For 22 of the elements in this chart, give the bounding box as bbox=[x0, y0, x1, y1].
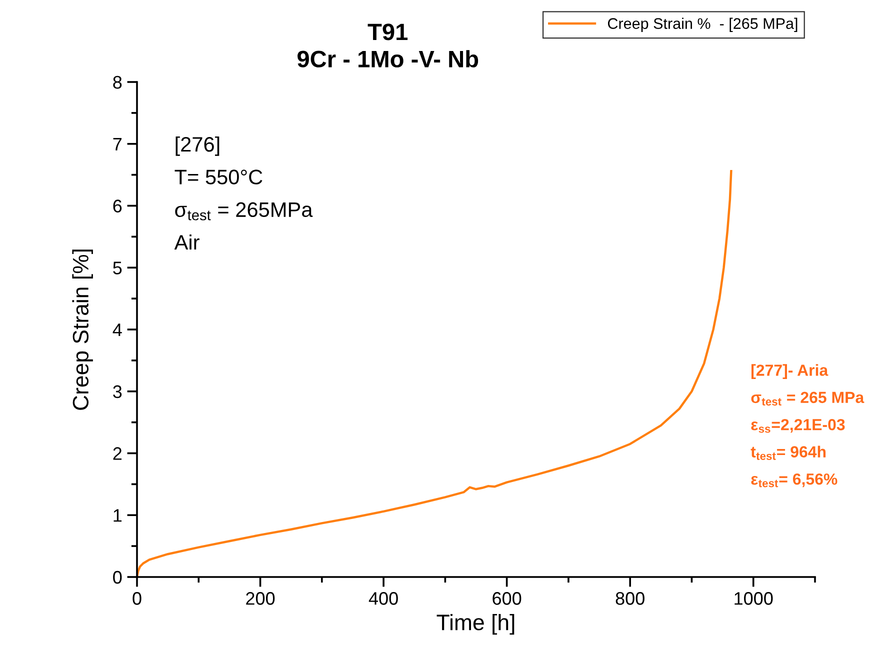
legend-label: Creep Strain % - [265 MPa] bbox=[608, 18, 798, 32]
y-tick-label: 7 bbox=[113, 138, 122, 150]
x-tick-label: 800 bbox=[616, 592, 644, 605]
y-tick-label: 8 bbox=[113, 76, 122, 89]
y-tick-label: 2 bbox=[113, 447, 122, 460]
text: [276] T= 550°C σ$_{test}$ = 265MPa Air bbox=[174, 136, 313, 250]
line-series bbox=[137, 170, 732, 577]
y-axis-title: Creep Strain [%] bbox=[72, 250, 93, 410]
y-tick-label: 6 bbox=[113, 200, 122, 212]
y-tick-label: 0 bbox=[113, 570, 122, 584]
y-tick-label: 4 bbox=[112, 324, 122, 336]
chart-title: T91 9Cr - 1Mo -V- Nb bbox=[298, 24, 478, 68]
x-tick-label: 600 bbox=[492, 592, 522, 605]
y-tick-label: 5 bbox=[113, 262, 122, 274]
x-tick-label: 200 bbox=[246, 592, 275, 605]
y-tick-label: 1 bbox=[114, 509, 122, 522]
x-axis-title: Time [h] bbox=[436, 614, 514, 635]
x-tick-label: 400 bbox=[368, 592, 398, 605]
text: [277]- Aria σ$_{test}$ = 265 MPa ε$_{ss}$=2,21E-03 t$_{test}$= 964h ε$_{test}$= 6,56% bbox=[750, 364, 864, 488]
x-tick-label: 0 bbox=[132, 592, 142, 605]
y-tick-label: 3 bbox=[113, 385, 122, 398]
x-tick-label: 1000 bbox=[734, 592, 773, 605]
